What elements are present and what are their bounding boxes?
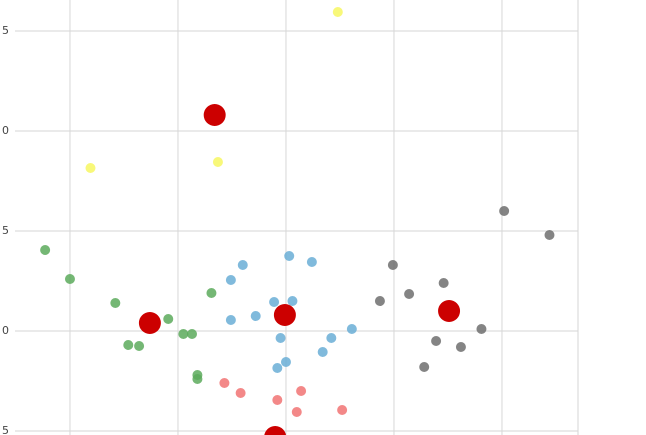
point <box>346 324 357 334</box>
point <box>212 157 223 167</box>
point <box>296 386 307 396</box>
point <box>275 333 286 343</box>
point <box>269 297 280 307</box>
centroid <box>264 426 286 435</box>
point <box>272 363 283 373</box>
point <box>544 230 555 240</box>
point <box>237 260 248 270</box>
point <box>387 260 398 270</box>
point <box>110 298 121 308</box>
point <box>419 362 430 372</box>
point <box>404 289 415 299</box>
point <box>40 245 51 255</box>
point <box>187 329 198 339</box>
point <box>499 206 510 216</box>
point <box>374 296 385 306</box>
centroid <box>438 300 461 322</box>
point <box>438 278 449 288</box>
point <box>291 407 302 417</box>
grid <box>15 0 579 435</box>
y-tick-label: 0 <box>2 124 9 137</box>
point <box>178 329 189 339</box>
centroid <box>203 104 226 126</box>
point <box>476 324 487 334</box>
point <box>317 347 328 357</box>
y-tick-label: 5 <box>2 424 9 435</box>
point <box>287 296 298 306</box>
axis-labels: 5 0 5 0 5 <box>2 24 9 435</box>
point <box>192 374 203 384</box>
point <box>326 333 337 343</box>
y-tick-label: 0 <box>2 324 9 337</box>
point <box>306 257 317 267</box>
point <box>206 288 217 298</box>
point <box>219 378 230 388</box>
centroid <box>138 312 161 334</box>
point <box>272 395 283 405</box>
point <box>284 251 295 261</box>
point <box>280 357 291 367</box>
point <box>85 163 96 173</box>
y-tick-label: 5 <box>2 24 9 37</box>
point <box>250 311 261 321</box>
points <box>40 7 555 435</box>
point <box>431 336 442 346</box>
point <box>64 274 75 284</box>
point <box>123 340 134 350</box>
y-tick-label: 5 <box>2 224 9 237</box>
point <box>225 275 236 285</box>
point <box>455 342 466 352</box>
point <box>332 7 343 17</box>
point <box>163 314 174 324</box>
point <box>225 315 236 325</box>
centroid <box>273 304 296 326</box>
point <box>337 405 348 415</box>
point <box>134 341 145 351</box>
point <box>235 388 246 398</box>
